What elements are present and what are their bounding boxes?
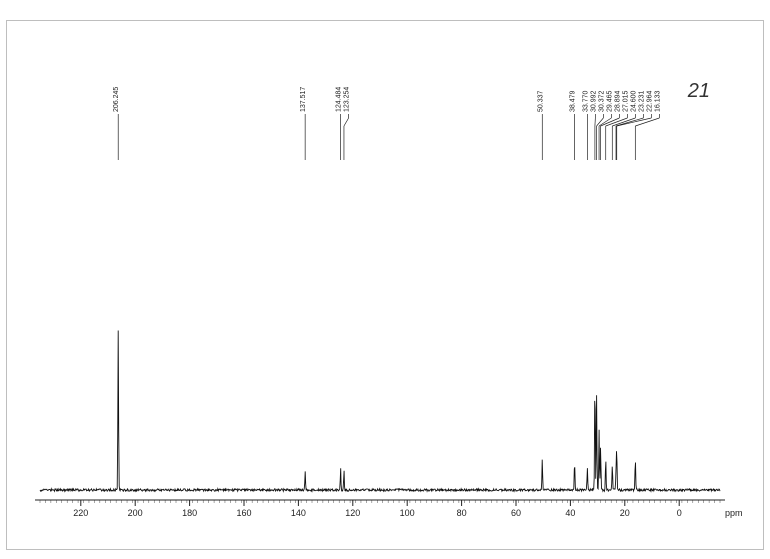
peak-tick-connector	[617, 118, 652, 126]
x-axis-tick-label: 20	[620, 508, 630, 518]
x-axis-tick-label: 220	[73, 508, 88, 518]
peak-label: 29.465	[606, 90, 613, 112]
peak-tick-connector	[344, 118, 349, 126]
x-axis-tick-label: 140	[291, 508, 306, 518]
peak-label: 206.245	[113, 87, 120, 112]
x-axis-tick-label: 40	[565, 508, 575, 518]
x-axis-tick-label: 160	[236, 508, 251, 518]
x-axis-tick-label: 0	[677, 508, 682, 518]
x-axis-unit-label: ppm	[725, 508, 743, 518]
x-axis-tick-label: 200	[128, 508, 143, 518]
peak-label: 27.015	[622, 90, 629, 112]
x-axis-tick-label: 60	[511, 508, 521, 518]
peak-label: 23.231	[638, 90, 645, 112]
peak-label: 22.964	[646, 90, 653, 112]
x-axis-tick-label: 80	[457, 508, 467, 518]
peak-label: 137.517	[300, 87, 307, 112]
spectrum-trace	[40, 331, 720, 492]
peak-tick-connector	[597, 118, 604, 126]
x-axis-tick-label: 180	[182, 508, 197, 518]
x-axis-tick-label: 120	[345, 508, 360, 518]
x-axis-tick-label: 100	[400, 508, 415, 518]
peak-label: 38.479	[570, 90, 577, 112]
peak-label: 123.254	[344, 87, 351, 112]
peak-label: 30.992	[590, 90, 597, 112]
peak-label: 30.372	[598, 90, 605, 112]
peak-label: 24.600	[630, 90, 637, 112]
peak-label: 16.133	[654, 90, 661, 112]
nmr-spectrum: 220200180160140120100806040200ppm206.245…	[0, 0, 770, 559]
peak-label: 33.770	[582, 90, 589, 112]
peak-label: 50.337	[537, 90, 544, 112]
peak-label: 28.894	[614, 90, 621, 112]
peak-label: 124.484	[336, 87, 343, 112]
